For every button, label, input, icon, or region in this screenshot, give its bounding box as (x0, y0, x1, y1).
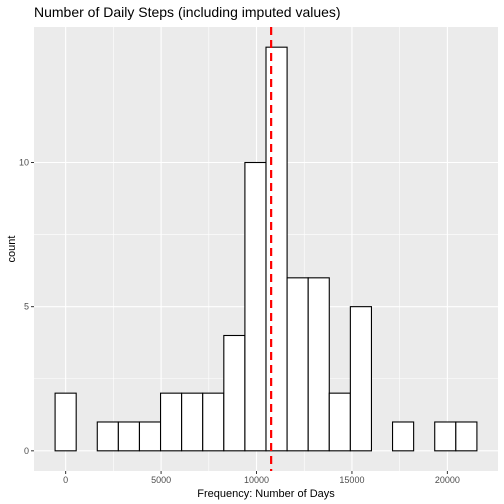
x-axis: 0 5000 10000 15000 20000 (63, 471, 460, 485)
histogram-bar (307, 277, 330, 452)
histogram-bar (286, 277, 309, 452)
y-tick-label: 0 (24, 446, 29, 456)
histogram-bar (434, 421, 457, 452)
histogram-bar (54, 392, 77, 452)
y-axis: 0 5 10 (19, 158, 34, 456)
histogram-bar (96, 421, 119, 452)
histogram-bar (328, 392, 351, 452)
x-tick-label: 0 (63, 475, 68, 485)
histogram-bar (138, 421, 162, 452)
x-tick-label: 5000 (151, 475, 171, 485)
y-tick-label: 5 (24, 302, 29, 312)
histogram-bar (265, 46, 288, 452)
histogram-bar (244, 161, 267, 452)
histogram-bar (159, 392, 183, 452)
histogram-bar (349, 306, 373, 452)
histogram-bar (223, 334, 246, 452)
x-axis-title: Frequency: Number of Days (197, 488, 335, 500)
y-tick-label: 10 (19, 158, 29, 168)
x-tick-label: 20000 (435, 475, 460, 485)
histogram-bar (202, 392, 225, 452)
chart-title: Number of Daily Steps (including imputed… (34, 4, 341, 20)
histogram-bar (117, 421, 141, 452)
histogram-bar (391, 421, 415, 452)
histogram-bar (181, 392, 204, 452)
x-tick-label: 15000 (339, 475, 364, 485)
histogram-bar (455, 421, 478, 452)
y-axis-title: count (6, 236, 18, 263)
x-tick-label: 10000 (244, 475, 269, 485)
